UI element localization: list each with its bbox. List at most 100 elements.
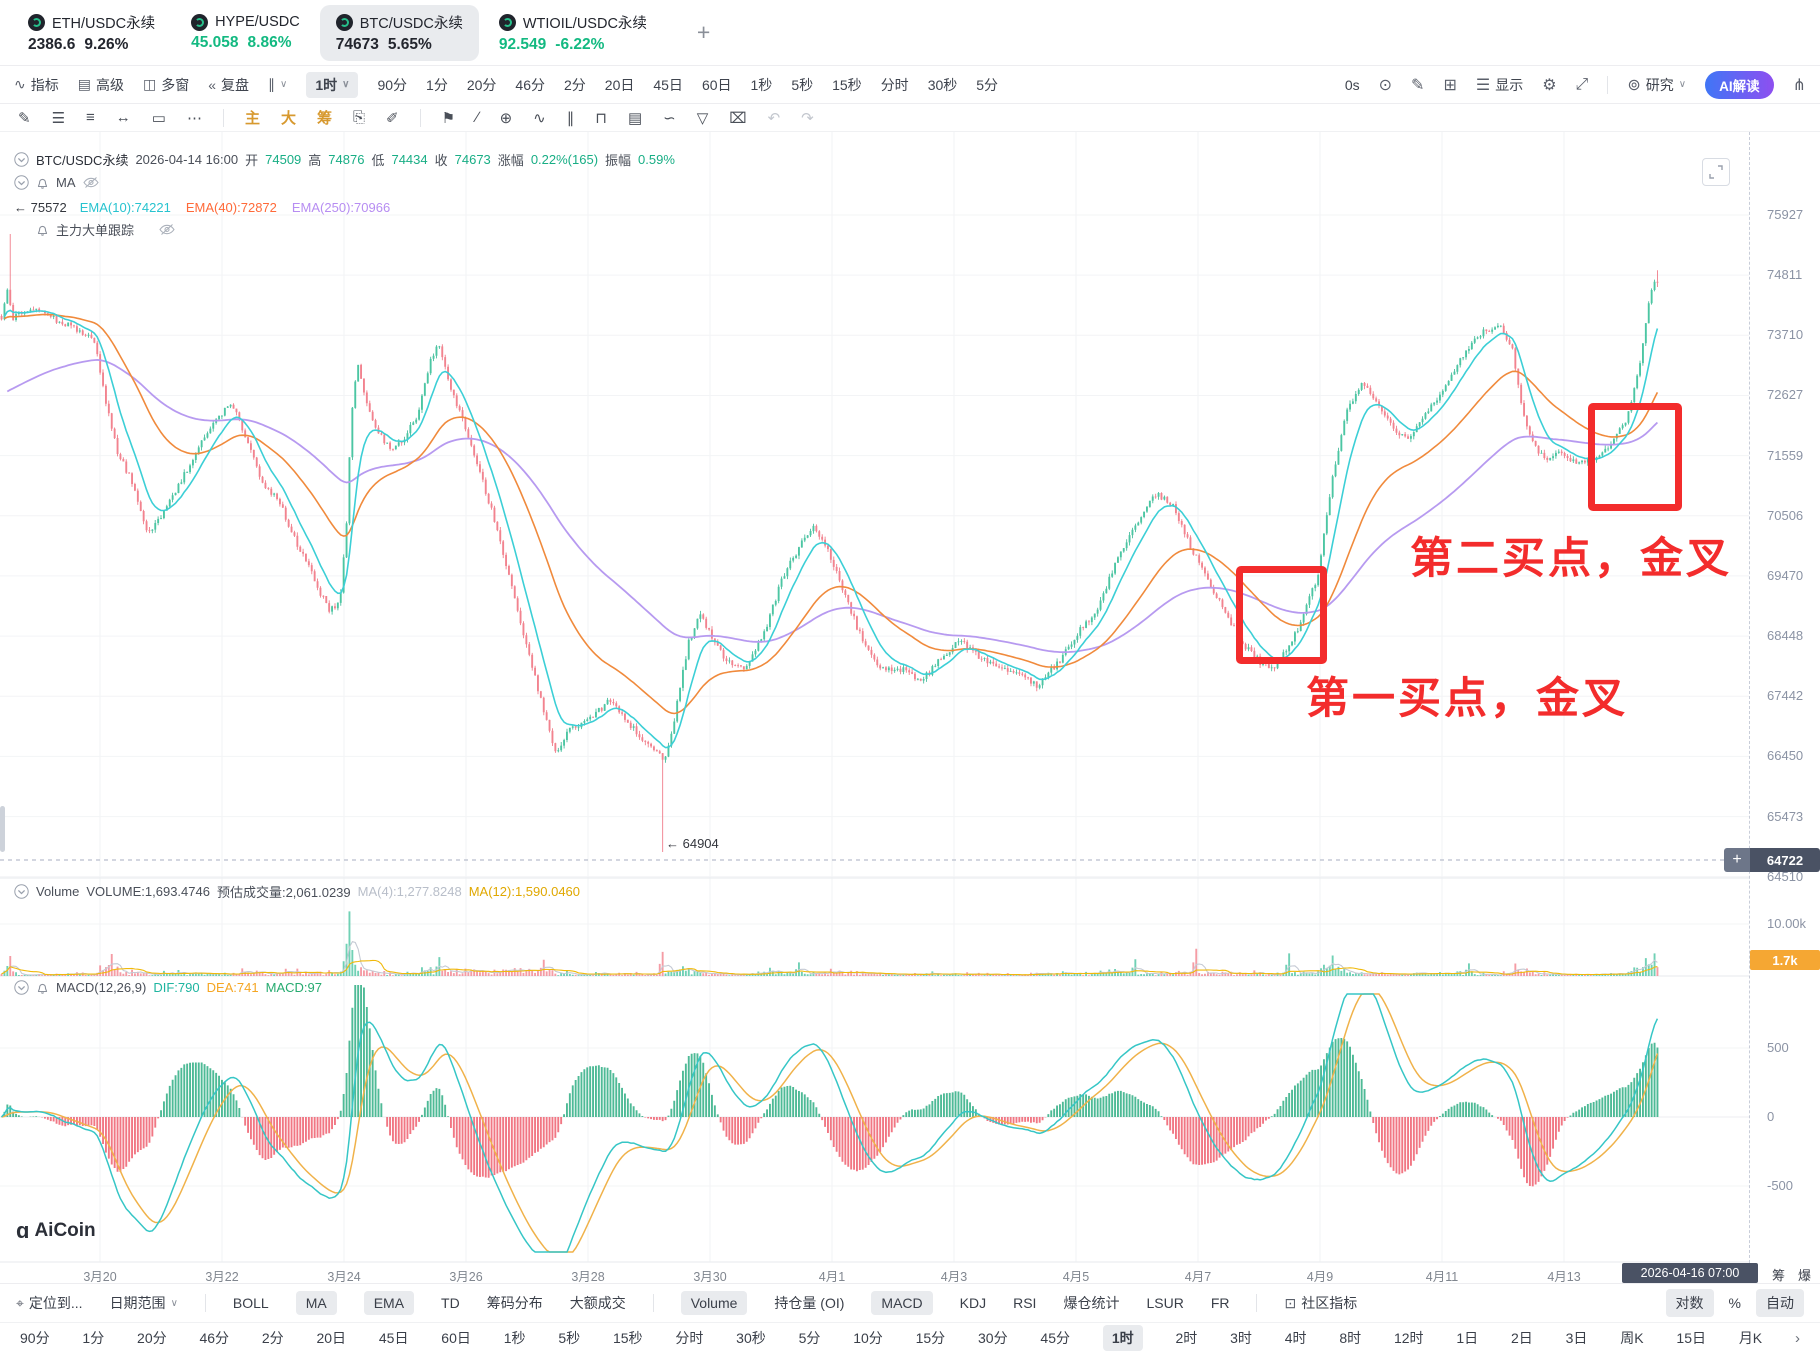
indicator-lsur[interactable]: LSUR (1146, 1295, 1184, 1311)
timeframe-45日[interactable]: 45日 (653, 76, 683, 93)
multi-window-button[interactable]: ◫ 多窗 (142, 76, 190, 93)
order-note-tool[interactable]: ⎘ (353, 109, 366, 126)
eye-off-icon[interactable] (159, 223, 175, 236)
indicators-button[interactable]: ∿ 指标 (14, 76, 59, 93)
annotate-icon[interactable]: ✎ (1411, 76, 1425, 94)
fullscreen-icon[interactable]: ⤢ (1575, 75, 1589, 93)
brush-tool[interactable]: ✐ (386, 109, 399, 127)
collapse-chevron-icon[interactable] (14, 152, 29, 167)
bottom-timeframe-15日[interactable]: 15日 (1676, 1330, 1706, 1346)
timeframe-分时[interactable]: 分时 (880, 76, 909, 93)
horizontal-line-tool[interactable]: ☰ (51, 109, 66, 127)
indicator-liquidations[interactable]: 爆仓统计 (1063, 1295, 1120, 1311)
symbol-tab[interactable]: ETH/USDC永续 2386.6 9.26% (12, 5, 171, 61)
maximize-pane-icon[interactable] (1702, 158, 1730, 186)
indicator-volume[interactable]: Volume (680, 1291, 748, 1315)
indicator-td[interactable]: TD (441, 1295, 460, 1311)
bottom-timeframe-2分[interactable]: 2分 (261, 1330, 284, 1346)
collapse-chevron-icon[interactable] (14, 175, 29, 190)
parallel-lines-tool[interactable]: ≡ (86, 109, 95, 126)
zoom-in-tool[interactable]: ⊕ (499, 109, 513, 127)
bottom-timeframe-45分[interactable]: 45分 (1040, 1330, 1070, 1346)
indicator-chip-distribution[interactable]: 筹码分布 (486, 1295, 543, 1311)
bottom-timeframe-20分[interactable]: 20分 (137, 1330, 167, 1346)
undo-button[interactable]: ↶ (767, 109, 781, 127)
bottom-timeframe-3日[interactable]: 3日 (1565, 1330, 1588, 1346)
research-menu[interactable]: ⊚ 研究 ∨ (1627, 76, 1687, 94)
alert-bell-icon[interactable] (36, 223, 49, 237)
symbol-tab[interactable]: BTC/USDC永续 74673 5.65% (319, 4, 479, 61)
buy-point-2-label[interactable]: 第二买点，金叉 (1410, 535, 1732, 583)
replay-button[interactable]: «复盘 (208, 76, 249, 93)
indicator-rsi[interactable]: RSI (1013, 1295, 1037, 1311)
display-settings-button[interactable]: ☰ 显示 (1475, 76, 1524, 94)
chart-type-dropdown[interactable]: ∥ ∨ (268, 76, 287, 93)
timeframe-5秒[interactable]: 5秒 (791, 76, 814, 93)
compare-tool[interactable]: ∥ (566, 109, 575, 127)
locate-button[interactable]: ⌖ 定位到... (16, 1294, 83, 1312)
delete-drawings-button[interactable]: ⌧ (729, 109, 747, 127)
template-tool[interactable]: ▤ (627, 109, 643, 127)
bottom-timeframe-2时[interactable]: 2时 (1175, 1330, 1198, 1346)
pane-resize-handle[interactable] (0, 806, 5, 852)
date-axis[interactable]: 2026-04-16 07:00 3月20 3月22 3月24 3月26 3月28 3月3… (0, 1263, 1820, 1284)
bottom-timeframe-12时[interactable]: 12时 (1393, 1330, 1424, 1346)
timeframe-60日[interactable]: 60日 (701, 76, 732, 93)
indicator-ema[interactable]: EMA (363, 1291, 415, 1315)
indicator-boll[interactable]: BOLL (232, 1295, 269, 1311)
popup-window-icon[interactable]: ⊞ (1443, 76, 1457, 94)
bottom-timeframe-15秒[interactable]: 15秒 (612, 1330, 643, 1346)
bottom-timeframe-1时[interactable]: 1时 (1102, 1325, 1143, 1351)
more-timeframes-button[interactable]: › (1794, 1329, 1800, 1347)
buy-point-1-label[interactable]: 第一买点，金叉 (1306, 675, 1628, 723)
alert-bell-icon[interactable] (36, 176, 49, 190)
bottom-timeframe-60日[interactable]: 60日 (441, 1330, 471, 1346)
buy-point-1-box[interactable] (1236, 566, 1327, 664)
bottom-timeframe-45日[interactable]: 45日 (378, 1330, 409, 1346)
bottom-timeframe-30分[interactable]: 30分 (978, 1330, 1008, 1346)
settings-icon[interactable]: ⚙ (1542, 76, 1557, 94)
collapse-chevron-icon[interactable] (14, 884, 29, 899)
indicator-fr[interactable]: FR (1210, 1295, 1230, 1311)
timeframe-30秒[interactable]: 30秒 (927, 76, 958, 93)
bottom-timeframe-20日[interactable]: 20日 (316, 1330, 347, 1346)
price-axis[interactable]: 75927 74811 73710 72627 71559 70506 69470 68448… (1749, 132, 1820, 1283)
filter-tool[interactable]: ▽ (696, 109, 709, 127)
freehand-tool[interactable]: ∿ (533, 109, 546, 127)
log-scale-toggle[interactable]: 对数 (1665, 1289, 1714, 1317)
bottom-timeframe-1分[interactable]: 1分 (82, 1330, 105, 1346)
bottom-timeframe-月K[interactable]: 月K (1738, 1330, 1763, 1346)
bottom-timeframe-3时[interactable]: 3时 (1230, 1330, 1252, 1346)
bottom-timeframe-15分[interactable]: 15分 (915, 1330, 946, 1346)
arrow-tool[interactable]: ↔ (115, 109, 131, 126)
large-order-toggle[interactable]: 大 (281, 110, 297, 127)
ruler-tool[interactable]: ∕ (476, 109, 479, 126)
timeframe-20日[interactable]: 20日 (604, 76, 635, 93)
auto-scale-toggle[interactable]: 自动 (1756, 1289, 1804, 1317)
lock-tool[interactable]: ⊓ (595, 109, 607, 127)
timeframe-selected[interactable]: 1时 ∨ (306, 71, 359, 98)
timeframe-90分[interactable]: 90分 (377, 76, 408, 93)
chip-distribution-toggle[interactable]: 筹 (317, 110, 333, 127)
flag-tool[interactable]: ⚑ (441, 109, 456, 127)
main-chart-toggle[interactable]: 主 (244, 110, 260, 127)
timeframe-1秒[interactable]: 1秒 (750, 76, 773, 93)
pencil-tool[interactable]: ✎ (18, 109, 31, 127)
eye-off-icon[interactable] (82, 176, 99, 189)
screenshot-icon[interactable]: ⊙ (1378, 76, 1393, 94)
add-alert-button[interactable]: + (1724, 848, 1750, 872)
timeframe-46分[interactable]: 46分 (515, 76, 545, 93)
timeframe-1分[interactable]: 1分 (426, 76, 448, 93)
buy-point-2-box[interactable] (1588, 403, 1682, 511)
bottom-timeframe-5秒[interactable]: 5秒 (558, 1330, 581, 1346)
bottom-timeframe-30秒[interactable]: 30秒 (736, 1330, 766, 1346)
advanced-button[interactable]: ▤ 高级 (77, 76, 124, 93)
symbol-tab[interactable]: HYPE/USDC 45.058 8.86% (175, 7, 316, 59)
bottom-timeframe-46分[interactable]: 46分 (199, 1330, 230, 1346)
symbol-tab[interactable]: WTIOIL/USDC永续 92.549 -6.22% (483, 5, 663, 61)
alert-bell-icon[interactable] (36, 981, 49, 995)
redo-button[interactable]: ↷ (801, 109, 814, 127)
bottom-timeframe-1秒[interactable]: 1秒 (503, 1330, 526, 1346)
indicator-kdj[interactable]: KDJ (959, 1295, 987, 1311)
indicator-macd[interactable]: MACD (871, 1291, 933, 1315)
